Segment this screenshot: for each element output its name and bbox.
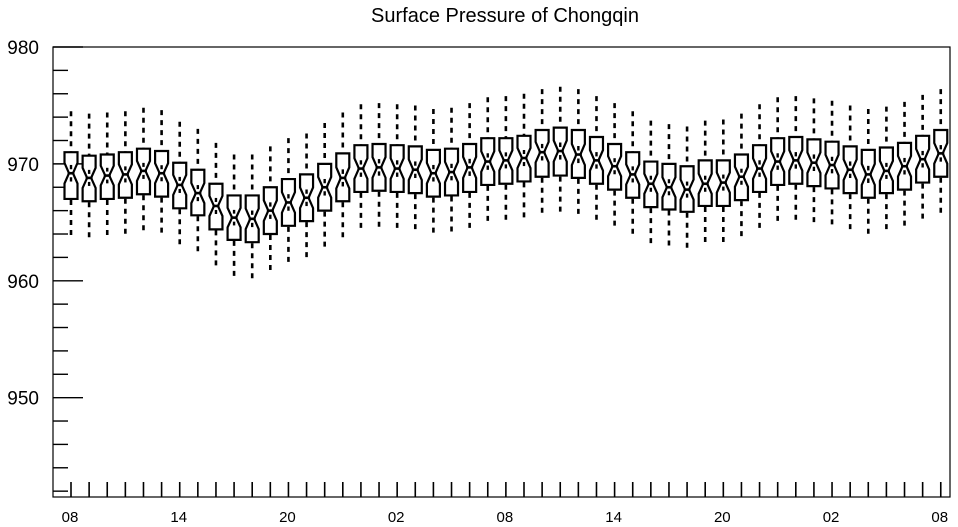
box-39 (770, 97, 786, 224)
box-10 (244, 154, 260, 279)
box-22 (462, 103, 478, 230)
x-tick-label: 20 (714, 509, 731, 526)
box-18 (389, 104, 405, 230)
box-11 (262, 146, 278, 271)
box-16 (353, 104, 369, 231)
box-15 (335, 112, 351, 239)
box-5 (154, 110, 170, 236)
box-3 (117, 111, 133, 237)
box-25 (516, 93, 532, 219)
box-33 (661, 124, 677, 247)
box-36 (715, 119, 731, 244)
box-32 (643, 120, 659, 245)
box-17 (371, 103, 387, 229)
box-34 (679, 126, 695, 250)
box-9 (226, 154, 242, 277)
box-46 (896, 101, 913, 227)
box-0 (63, 111, 79, 237)
box-37 (733, 113, 750, 238)
box-series (63, 86, 949, 279)
box-29 (588, 96, 605, 222)
y-axis: 950 960 970 980 (7, 38, 83, 492)
box-4 (135, 107, 152, 235)
x-tick-label: 14 (605, 509, 622, 526)
y-tick-label: 980 (7, 38, 39, 59)
box-14 (317, 122, 333, 249)
box-23 (480, 97, 496, 224)
box-45 (878, 106, 894, 232)
x-tick-label: 02 (388, 509, 405, 526)
box-6 (172, 121, 188, 246)
box-26 (534, 89, 550, 215)
box-12 (280, 138, 297, 264)
box-21 (443, 107, 460, 233)
box-19 (407, 105, 423, 231)
box-20 (425, 108, 441, 235)
x-tick-label: 08 (497, 509, 514, 526)
box-42 (824, 100, 840, 227)
box-24 (498, 96, 514, 223)
box-1 (81, 113, 97, 240)
box-2 (99, 112, 115, 238)
chart-title: Surface Pressure of Chongqin (371, 5, 639, 27)
y-tick-label: 950 (7, 389, 39, 410)
box-41 (806, 98, 822, 224)
box-38 (751, 104, 768, 230)
x-tick-label: 08 (931, 509, 948, 526)
box-44 (860, 108, 876, 236)
x-tick-label: 14 (170, 509, 187, 526)
box-35 (697, 120, 713, 245)
x-tick-label: 20 (279, 509, 296, 526)
y-tick-label: 970 (7, 155, 39, 176)
box-48 (933, 89, 949, 216)
plot-frame (52, 46, 951, 498)
box-43 (842, 105, 858, 231)
x-tick-label: 02 (823, 509, 840, 526)
box-28 (570, 89, 586, 216)
plot-border (52, 46, 951, 498)
box-31 (625, 111, 641, 236)
box-30 (607, 103, 623, 229)
box-27 (552, 86, 568, 212)
x-axis: 08 14 20 02 08 14 20 02 08 (62, 482, 948, 526)
x-tick-label: 08 (62, 509, 79, 526)
y-tick-label: 960 (7, 272, 39, 293)
box-8 (208, 142, 224, 266)
box-47 (915, 94, 931, 220)
box-40 (788, 96, 804, 223)
box-body (63, 151, 79, 201)
box-13 (298, 133, 315, 259)
box-7 (190, 128, 206, 254)
